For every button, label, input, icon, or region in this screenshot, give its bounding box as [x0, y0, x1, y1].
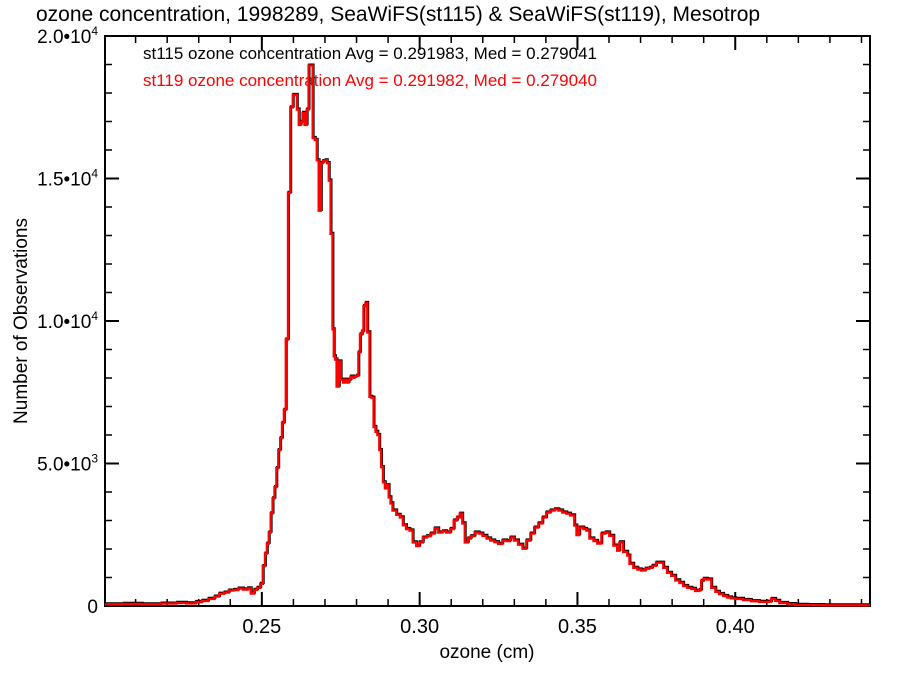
legend-entry-st115: st115 ozone concentration Avg = 0.291983…: [143, 44, 598, 63]
x-tick-label: 0.40: [716, 616, 755, 638]
y-tick-label: 5.0•103: [37, 452, 98, 476]
x-tick-label: 0.35: [558, 616, 597, 638]
chart-title: ozone concentration, 1998289, SeaWiFS(st…: [36, 3, 761, 26]
y-tick-label: 1.0•104: [37, 309, 98, 333]
legend-entry-st119: st119 ozone concentration Avg = 0.291982…: [143, 71, 598, 90]
y-tick-label: 0: [87, 597, 98, 618]
plot-frame: [104, 35, 871, 607]
y-tick-label: 1.5•104: [37, 167, 98, 191]
st119-series-path: [105, 64, 870, 607]
x-tick-label: 0.30: [400, 616, 439, 638]
st115-series-path: [105, 63, 871, 606]
x-axis-title: ozone (cm): [439, 642, 535, 663]
y-tick-label: 2.0•104: [37, 24, 98, 48]
x-tick-label: 0.25: [242, 616, 281, 638]
